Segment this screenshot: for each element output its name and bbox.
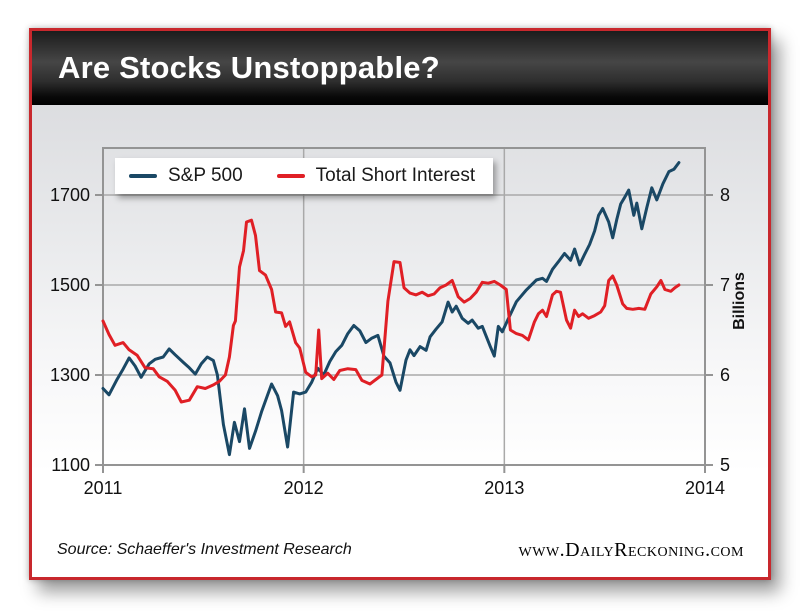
title-bar: Are Stocks Unstoppable? (32, 31, 768, 105)
website-text: www.DailyReckoning.com (518, 538, 744, 561)
y-left-tick-label: 1100 (51, 455, 90, 475)
short-interest-line (101, 218, 681, 404)
x-tick-label: 2012 (284, 478, 324, 498)
y-right-tick-label: 5 (720, 455, 730, 475)
chart-legend: S&P 500 Total Short Interest (115, 158, 494, 194)
y-right-tick-label: 8 (720, 185, 730, 205)
footer: Source: Schaeffer's Investment Research … (32, 523, 768, 577)
y-right-tick-label: 7 (720, 275, 730, 295)
plot-border (102, 147, 706, 466)
x-tick-label: 2014 (685, 478, 725, 498)
y-right-tick-label: 6 (720, 365, 730, 385)
source-text: Source: Schaeffer's Investment Research (57, 541, 352, 558)
legend-label-short-interest: Total Short Interest (315, 165, 476, 186)
y-left-tick-label: 1700 (50, 185, 90, 205)
sp500-line (101, 161, 681, 457)
sp500-line-swatch (129, 174, 157, 178)
x-tick-label: 2011 (84, 478, 123, 498)
right-axis-title: Billions (731, 272, 748, 330)
chart-canvas: 1100 1300 1500 1700 5 6 7 8 2011 2012 2013 2014 (50, 147, 730, 498)
x-tick-label: 2013 (484, 478, 524, 498)
chart-frame: Are Stocks Unstoppable? 1100 1300 1500 1700… (29, 28, 771, 580)
legend-item-sp500: S&P 500 (129, 165, 243, 187)
legend-label-sp500: S&P 500 (168, 165, 243, 186)
chart-figure: 1100 1300 1500 1700 5 6 7 8 2011 2012 2013 2014 S&P… (32, 105, 768, 523)
y-left-tick-label: 1300 (50, 365, 90, 385)
y-left-tick-label: 1500 (50, 275, 90, 295)
short-interest-line-swatch (276, 174, 305, 178)
legend-item-short-interest: Total Short Interest (276, 165, 476, 187)
page-title: Are Stocks Unstoppable? (58, 50, 440, 85)
